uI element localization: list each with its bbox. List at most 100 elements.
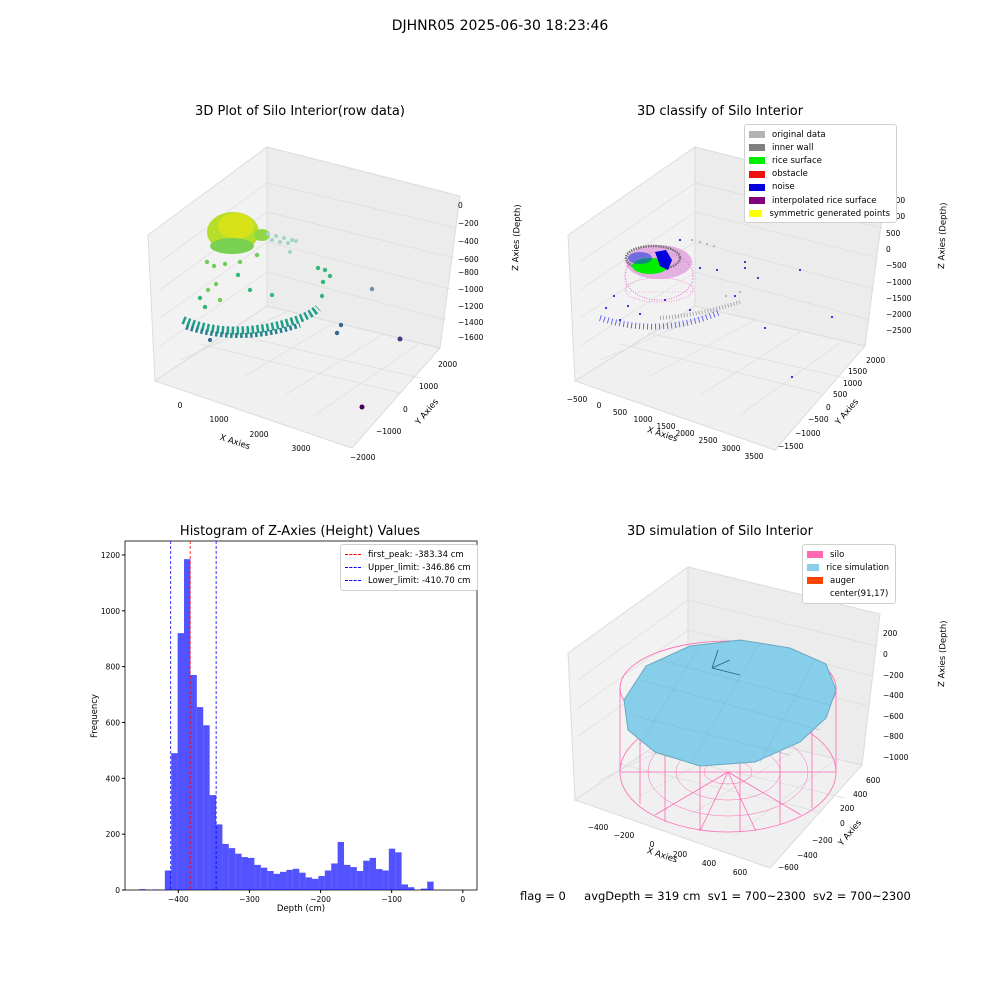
x-tick: 2000 [675, 429, 694, 438]
y-tick: 2000 [866, 356, 885, 365]
classify-legend: original data inner wall rice surface ob… [744, 124, 897, 224]
panel-2-title: 3D classify of Silo Interior [636, 104, 804, 119]
simulation-legend: silo rice simulation auger center(91,17) [802, 544, 896, 604]
x-tick-label: −400 [168, 895, 189, 904]
z-tick: −1000 [883, 753, 909, 762]
y-tick: 400 [853, 790, 868, 799]
x-tick: 1000 [209, 415, 228, 424]
y-tick: 1000 [419, 382, 438, 391]
y-tick-label: 0 [115, 886, 120, 895]
flag-text: flag = 0 [520, 889, 566, 903]
histogram-bar [382, 870, 389, 890]
z-tick: 0 [883, 650, 888, 659]
histogram-bar [164, 870, 172, 890]
z-tick: −2500 [886, 326, 912, 335]
y-tick: 600 [866, 776, 881, 785]
legend-label: symmetric generated points [769, 208, 890, 219]
x-tick: 0 [178, 401, 183, 410]
histogram-bar [241, 857, 249, 890]
legend-item: Lower_limit: -410.70 cm [345, 574, 471, 587]
legend-swatch [807, 577, 823, 585]
y-tick: −400 [797, 851, 818, 860]
panel-1-title: 3D Plot of Silo Interior(row data) [195, 104, 405, 119]
histogram-bar [299, 872, 306, 890]
x-tick: 2500 [698, 436, 717, 445]
histogram-bar [209, 795, 217, 890]
y-tick: 500 [833, 390, 848, 399]
y-tick: −1000 [795, 429, 821, 438]
x-tick: −500 [567, 395, 588, 404]
x-tick: −400 [588, 823, 609, 832]
x-tick-label: 0 [460, 895, 465, 904]
legend-swatch [807, 591, 823, 598]
histogram-bar [139, 889, 146, 890]
histogram-bar [235, 853, 242, 890]
histogram-bar [312, 878, 319, 890]
x-tick: 400 [702, 859, 717, 868]
y-tick: 1500 [848, 367, 867, 376]
legend-item: inner wall [749, 141, 890, 154]
y-tick: 0 [840, 819, 845, 828]
z-tick: −200 [883, 671, 904, 680]
legend-item: rice simulation [807, 561, 889, 574]
x-tick: 3000 [721, 444, 740, 453]
x-tick-label: −100 [381, 895, 402, 904]
y-tick-label: 1000 [101, 607, 120, 616]
histogram-bar [184, 559, 191, 890]
y-tick: 2000 [438, 360, 457, 369]
y-tick-label: 600 [106, 718, 121, 727]
x-tick-label: −300 [239, 895, 260, 904]
histogram-bar [152, 889, 159, 890]
y-tick: −600 [778, 863, 799, 872]
figure-title: DJHNR05 2025-06-30 18:23:46 [391, 18, 609, 34]
histogram-bar [369, 857, 377, 890]
z-axis-label: Z Axies (Depth) [511, 204, 523, 271]
legend-item: noise [749, 181, 890, 194]
legend-label: silo [830, 549, 845, 560]
legend-swatch [749, 170, 765, 178]
y-tick-label: 200 [106, 830, 121, 839]
legend-swatch [345, 567, 361, 569]
y-tick: 0 [826, 403, 831, 412]
legend-label: first_peak: -383.34 cm [368, 549, 464, 560]
histogram-legend: first_peak: -383.34 cm Upper_limit: -346… [340, 544, 478, 591]
histogram-bar [420, 888, 428, 890]
x-tick: 2000 [249, 430, 268, 439]
legend-swatch [807, 564, 820, 572]
histogram-bars [139, 559, 434, 890]
histogram-bar [248, 857, 255, 890]
legend-swatch [749, 210, 763, 218]
legend-label: original data [772, 129, 826, 140]
histogram-bar [228, 848, 236, 890]
legend-swatch [749, 197, 765, 205]
legend-item: rice surface [749, 154, 890, 167]
histogram-bar [318, 876, 325, 890]
legend-item: center(91,17) [807, 588, 889, 601]
legend-swatch [749, 144, 765, 152]
z-tick: −600 [883, 712, 904, 721]
avg-depth-text: avgDepth = 319 cm [584, 889, 701, 903]
y-tick: 0 [403, 405, 408, 414]
z-tick: −200 [458, 219, 479, 228]
raw-point-cloud [181, 212, 403, 410]
auger-marker [711, 649, 741, 676]
histogram-bar [337, 841, 345, 890]
histogram-bar [350, 867, 357, 890]
z-axis-label: Z Axies (Depth) [937, 202, 949, 269]
x-tick: 1500 [656, 422, 675, 431]
y-tick: −500 [808, 415, 829, 424]
classified-point-cloud [599, 238, 833, 378]
histogram-bar [254, 864, 261, 890]
x-tick: 0 [597, 401, 602, 410]
legend-label: center(91,17) [830, 589, 889, 600]
y-tick: 200 [840, 804, 855, 813]
histogram-bar [292, 868, 300, 890]
x-tick: 600 [733, 868, 748, 877]
histogram-bar [408, 887, 415, 890]
legend-item: symmetric generated points [749, 207, 890, 220]
legend-label: auger [830, 575, 855, 586]
z-tick: −800 [458, 268, 479, 277]
panel-3-title: Histogram of Z-Axies (Height) Values [179, 524, 421, 539]
legend-item: original data [749, 128, 890, 141]
